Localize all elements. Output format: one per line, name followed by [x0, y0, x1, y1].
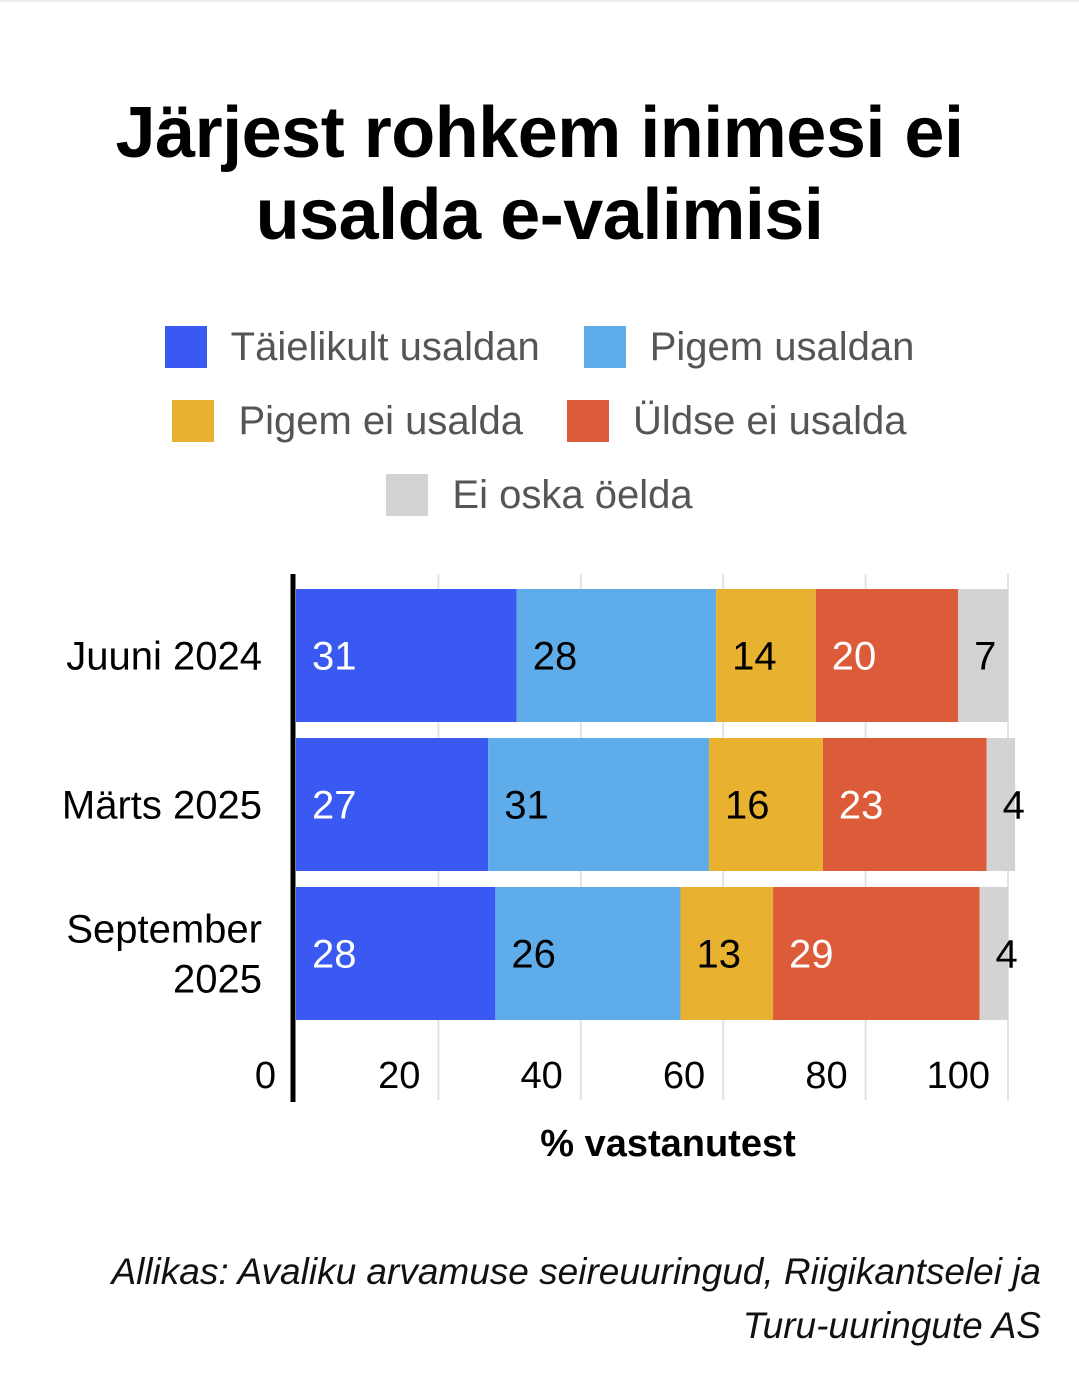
x-tick-label-0: 0	[255, 1055, 276, 1097]
legend-item-uldse-ei-usalda: Üldse ei usalda	[567, 399, 907, 444]
bar-1-3	[822, 738, 987, 871]
bar-2-1	[495, 887, 681, 1020]
legend-item-taielikult: Täielikult usaldan	[164, 324, 540, 370]
legend-label-pigem-usaldan: Pigem usaldan	[649, 324, 915, 369]
data-label-0-4: 7	[974, 635, 996, 679]
bar-2-0	[296, 887, 496, 1020]
source-note: Allikas: Avaliku arvamuse seireuuringud,…	[111, 1251, 1041, 1346]
legend-item-ei-oska-oelda: Ei oska öelda	[386, 472, 693, 518]
data-label-2-2: 13	[696, 933, 741, 977]
legend-swatch-pigem-usaldan	[583, 326, 626, 368]
legend-label-taielikult: Täielikult usaldan	[230, 324, 540, 369]
legend-item-pigem-usaldan: Pigem usaldan	[583, 324, 915, 370]
legend-row-3: Ei oska öelda	[0, 458, 1079, 532]
legend-label-ei-oska-oelda: Ei oska öelda	[452, 472, 693, 517]
bar-2-4	[979, 887, 1008, 1020]
x-tick-label-40: 40	[521, 1055, 563, 1097]
bar-1-1	[488, 738, 709, 871]
x-tick-label-60: 60	[663, 1055, 705, 1097]
top-divider	[0, 0, 1079, 2]
legend-swatch-pigem-ei-usalda	[172, 400, 215, 442]
category-label-0-0: Juuni 2024	[66, 635, 262, 679]
data-label-1-0: 27	[312, 784, 357, 828]
legend-item-pigem-ei-usalda: Pigem ei usalda	[172, 399, 523, 444]
bar-2-3	[773, 887, 980, 1020]
category-label-2-1: 2025	[173, 958, 262, 1002]
bar-1-4	[986, 738, 1016, 871]
bar-1-0	[296, 738, 489, 871]
data-label-2-3: 29	[789, 933, 834, 977]
bar-2-2	[680, 887, 774, 1020]
legend-row-2: Pigem ei usalda Üldse ei usalda	[0, 384, 1079, 458]
x-tick-label-20: 20	[378, 1055, 420, 1097]
category-label-1-0: Märts 2025	[62, 784, 262, 828]
data-label-0-0: 31	[312, 635, 357, 679]
data-label-1-3: 23	[839, 784, 884, 828]
legend: Täielikult usaldan Pigem usaldan Pigem e…	[0, 310, 1079, 532]
data-label-2-4: 4	[996, 933, 1018, 977]
legend-swatch-uldse-ei-usalda	[567, 400, 610, 442]
stacked-bar-chart: 31 28 14 20 7 Juuni 2024 27 31 16 23 4 Märts 2025 28…	[62, 574, 1025, 1165]
bar-1-2	[708, 738, 823, 871]
bar-0-0	[296, 589, 517, 722]
data-label-1-2: 16	[725, 784, 770, 828]
bar-0-2	[716, 589, 816, 722]
x-tick-label-80: 80	[805, 1055, 847, 1097]
legend-swatch-taielikult	[164, 326, 207, 368]
data-label-1-4: 4	[1003, 784, 1025, 828]
data-label-2-1: 26	[511, 933, 556, 977]
data-label-0-3: 20	[832, 635, 877, 679]
legend-label-pigem-ei-usalda: Pigem ei usalda	[238, 398, 524, 443]
legend-swatch-ei-oska-oelda	[386, 474, 429, 516]
data-label-2-0: 28	[312, 933, 357, 977]
x-tick-label-100: 100	[927, 1055, 990, 1097]
legend-row-1: Täielikult usaldan Pigem usaldan	[0, 310, 1079, 384]
data-label-0-2: 14	[732, 635, 777, 679]
x-axis-label: % vastanutest	[540, 1123, 796, 1165]
data-label-0-1: 28	[533, 635, 578, 679]
category-label-2-0: September	[66, 908, 262, 952]
bar-0-1	[516, 589, 717, 722]
data-label-1-1: 31	[504, 784, 549, 828]
chart-title: Järjest rohkem inimesi ei usalda e-valim…	[115, 93, 964, 255]
bar-0-4	[958, 589, 1008, 722]
bar-0-3	[815, 589, 959, 722]
legend-label-uldse-ei-usalda: Üldse ei usalda	[633, 398, 907, 443]
